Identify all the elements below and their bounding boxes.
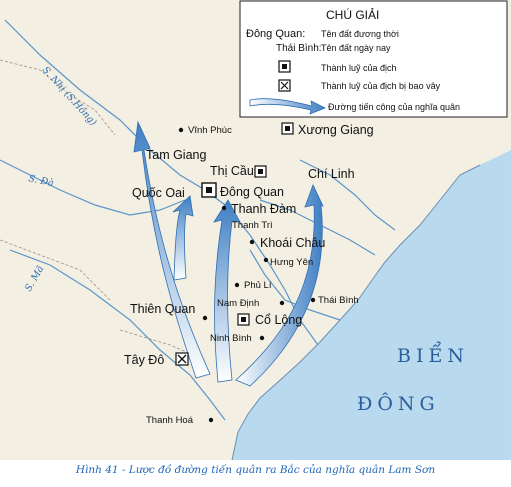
- legend-besieged-desc: Thành luỹ của địch bị bao vây: [321, 81, 441, 91]
- place-label: Thanh Đàm: [231, 202, 296, 216]
- route-arrow-dong-quan: [213, 199, 241, 383]
- sea-label-line1: BIỂN: [397, 342, 469, 367]
- route-arrow-chi-linh: [235, 183, 324, 387]
- sea-label-line2: ĐÔNG: [357, 392, 440, 415]
- legend-ancient-key: Đông Quan:: [246, 28, 305, 40]
- legend-besieged-icon: [278, 79, 291, 92]
- caption-text: - Lược đồ đường tiến quân ra Bắc của ngh…: [118, 464, 436, 476]
- legend-modern-desc: Tên đất ngày nay: [321, 43, 391, 53]
- route-arrow-tam-giang: [133, 120, 211, 379]
- legend-modern-key: Thái Bình:: [276, 43, 322, 54]
- attack-routes: [133, 120, 324, 387]
- place-label: Tam Giang: [146, 148, 206, 162]
- place-label: Phủ Lí: [244, 280, 272, 291]
- legend-route-arrow-icon: [249, 98, 326, 115]
- place-label: Thanh Hoá: [146, 415, 194, 426]
- place-label: Tây Đô: [124, 353, 164, 367]
- place-label: Nam Định: [217, 298, 259, 309]
- sea-area: [232, 150, 511, 460]
- legend-citadel-icon: [278, 60, 291, 73]
- river-label-da: S. Đà: [27, 173, 55, 189]
- place-label: Chí Linh: [308, 167, 355, 181]
- legend-citadel-desc: Thành luỹ của địch: [321, 63, 397, 73]
- coastline: [231, 164, 481, 461]
- figure-number: Hình 41: [75, 464, 119, 476]
- place-label: Đông Quan: [220, 185, 284, 199]
- place-label: Khoái Châu: [260, 236, 325, 250]
- besieged-citadel-icon: [175, 352, 189, 366]
- citadel-icon: [201, 182, 217, 198]
- place-label: Thị Cầu: [210, 164, 254, 178]
- legend: CHÚ GIẢI Đông Quan: Tên đất đương thời T…: [239, 0, 508, 118]
- place-label: Thiên Quan: [130, 302, 195, 316]
- citadel-icon: [281, 122, 294, 135]
- route-arrow-quoc-oai: [172, 195, 194, 281]
- legend-ancient-desc: Tên đất đương thời: [321, 29, 399, 39]
- place-label: Thanh Trì: [232, 220, 273, 231]
- place-label: Quốc Oai: [132, 186, 185, 200]
- legend-title: CHÚ GIẢI: [326, 7, 379, 22]
- place-dots: [178, 127, 316, 423]
- legend-route-desc: Đường tiến công của nghĩa quân: [328, 102, 460, 112]
- citadel-markers: [175, 122, 294, 366]
- legend-box: [239, 0, 508, 118]
- place-label: Thái Bình: [318, 295, 359, 306]
- place-label: Ninh Bình: [210, 333, 252, 344]
- place-label: Vĩnh Phúc: [188, 125, 232, 136]
- citadel-icon: [237, 313, 250, 326]
- citadel-icon: [254, 165, 267, 178]
- figure-caption: Hình 41 - Lược đồ đường tiến quân ra Bắc…: [0, 464, 511, 476]
- place-label: Xương Giang: [298, 123, 374, 137]
- place-label: Hưng Yên: [270, 257, 313, 268]
- place-label: Cổ Lộng: [255, 313, 302, 327]
